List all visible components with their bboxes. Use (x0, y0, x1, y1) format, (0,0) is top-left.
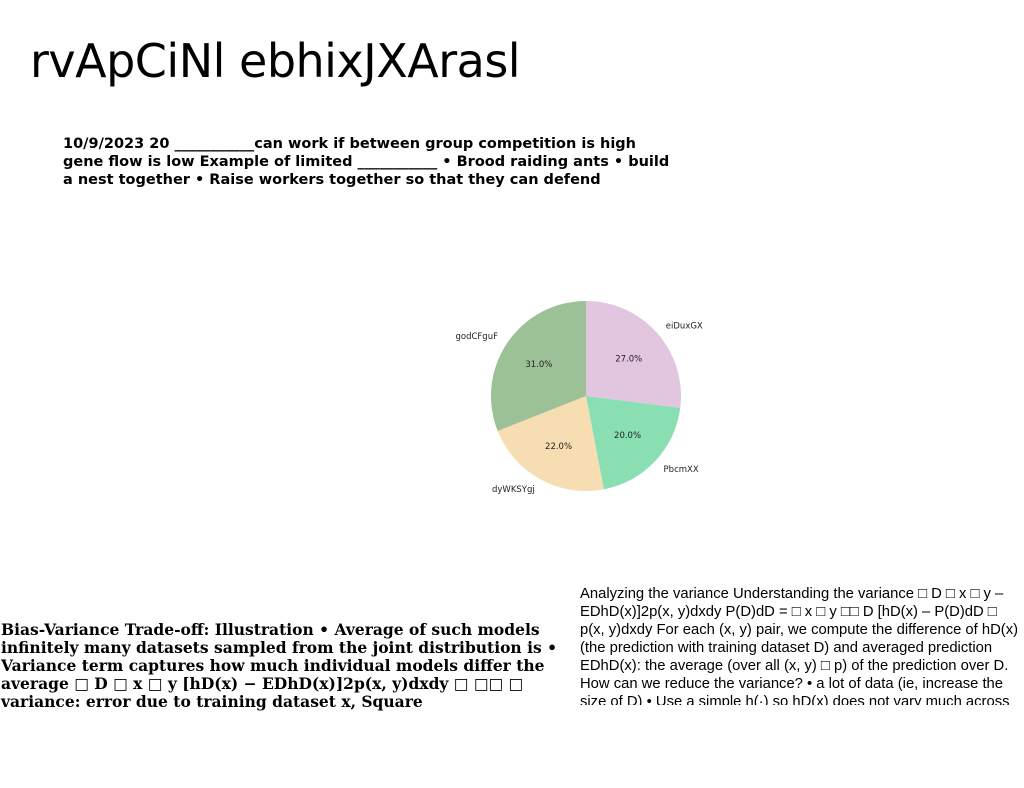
pie-category-label: dyWKSYgj (492, 485, 535, 495)
pie-labels: 27.0% eiDuxGX 20.0% PbcmXX 22.0% dyWKSYgj 31.0… (455, 322, 702, 496)
pie-value-label: 31.0% (525, 360, 552, 370)
pie-slices (491, 301, 681, 491)
pie-slice-PbcmXX (586, 396, 681, 490)
pie-category-label: PbcmXX (664, 465, 699, 475)
pie-value-label: 20.0% (614, 431, 641, 441)
pie-slice-eiDuxGX (586, 301, 681, 408)
pie-slice-godCFguF (491, 301, 586, 431)
top-text-block: 10/9/2023 20 ___________can work if betw… (63, 136, 670, 188)
pie-chart: 27.0% eiDuxGX 20.0% PbcmXX 22.0% dyWKSYgj 31.0… (455, 301, 703, 496)
pie-value-label: 27.0% (615, 354, 642, 364)
pie-slice-dyWKSYgj (497, 396, 604, 491)
right-text-block: Analyzing the variance Understanding the… (580, 586, 1019, 705)
pie-value-label: 22.0% (545, 442, 572, 452)
slide-title: rvApCiNl ebhixJXArasl (30, 34, 521, 88)
pie-category-label: eiDuxGX (666, 322, 703, 332)
left-text-block: Bias-Variance Trade-off: Illustration • … (1, 620, 558, 711)
pie-category-label: godCFguF (455, 332, 498, 342)
